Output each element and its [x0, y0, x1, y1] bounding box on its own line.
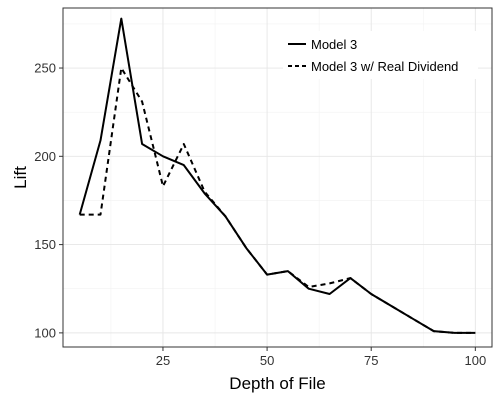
x-tick-label: 100	[464, 353, 486, 368]
legend-label-1: Model 3	[311, 37, 357, 52]
legend: Model 3 Model 3 w/ Real Dividend	[283, 31, 478, 79]
y-tick-label: 250	[34, 61, 56, 76]
legend-label-2: Model 3 w/ Real Dividend	[311, 59, 458, 74]
y-axis-title: Lift	[11, 166, 30, 189]
x-axis-title: Depth of File	[229, 374, 325, 393]
x-tick-label: 25	[156, 353, 170, 368]
x-tick-label: 50	[260, 353, 274, 368]
x-tick-label: 75	[364, 353, 378, 368]
y-tick-label: 100	[34, 325, 56, 340]
y-tick-label: 200	[34, 149, 56, 164]
y-tick-label: 150	[34, 237, 56, 252]
